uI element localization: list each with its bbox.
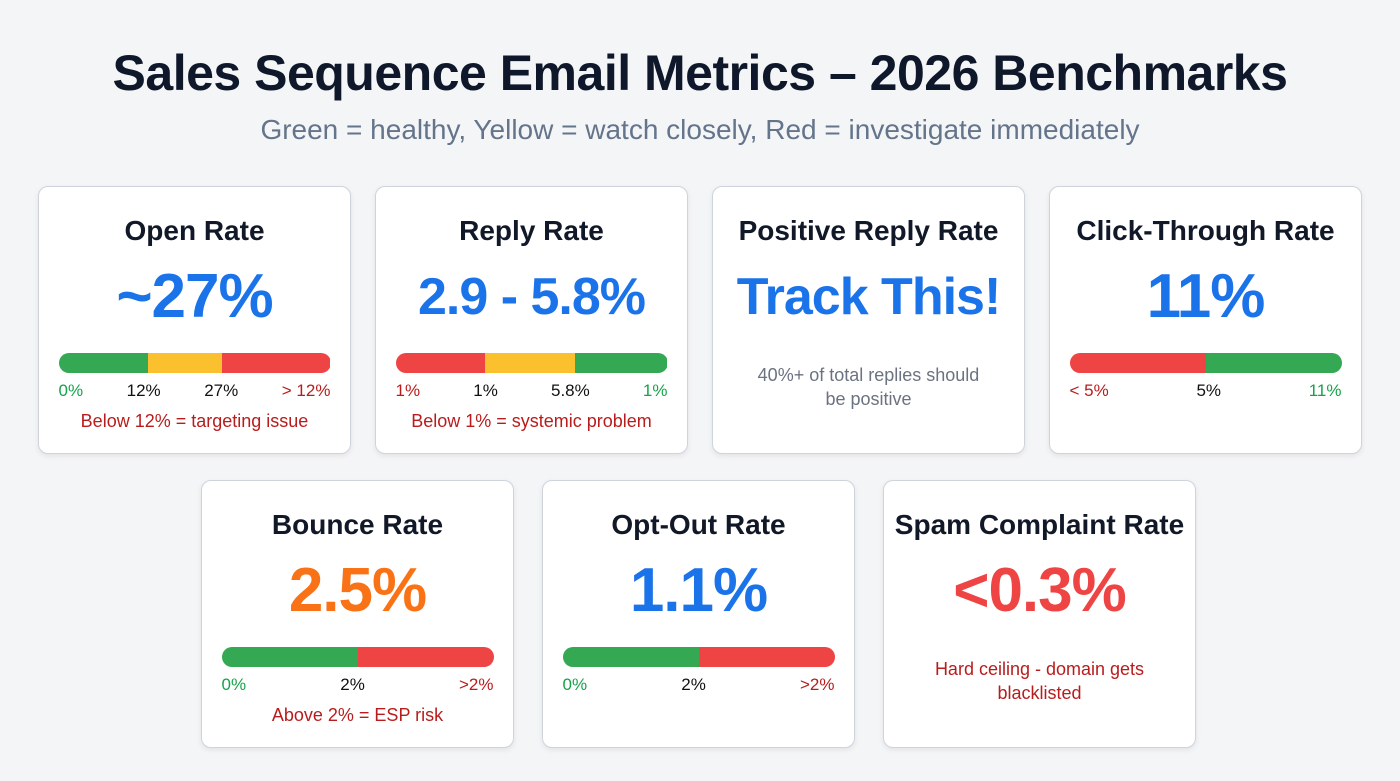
metric-value: <0.3% [953,556,1127,625]
benchmark-bar [562,647,835,667]
bounce-rate-card: Bounce Rate 2.5% 0% 2% >2% Above 2% = ESP ri… [201,480,514,748]
bar-segment-green [58,353,149,373]
bar-segment-green [221,647,358,667]
card-note: Below 12% = targeting issue [80,411,309,431]
bar-segment-red [698,647,835,667]
bar-labels: < 5% 5% 11% [1070,381,1342,401]
card-description: 40%+ of total replies should be positive [757,365,980,409]
bar-labels: 1% 1% 5.8% 1% [396,381,668,401]
bar-label: 1% [473,381,498,400]
bar-label: 5% [1196,381,1222,400]
bar-segment-red [395,353,486,373]
bar-label: 0% [58,381,84,400]
bar-segment-red [1069,353,1206,373]
metric-value: 2.5% [288,556,427,625]
card-title: Positive Reply Rate [738,215,999,246]
metric-value: Track This! [736,268,1002,326]
bar-labels: 0% 2% >2% [563,675,835,695]
bar-label: 5.8% [551,381,590,400]
bar-segment-yellow [485,353,575,373]
benchmark-bar [395,353,668,373]
bar-segment-green [1205,353,1342,373]
bar-label: 1% [395,381,421,400]
bar-label: > 12% [281,381,331,400]
benchmark-bar [1069,353,1342,373]
bar-segment-red [357,647,494,667]
card-title: Open Rate [124,215,265,246]
card-title: Opt-Out Rate [611,509,786,540]
bar-label: 0% [221,675,247,694]
bar-label: 12% [126,381,161,400]
card-title: Bounce Rate [271,509,444,540]
bar-segment-green [562,647,699,667]
bar-label: 0% [562,675,588,694]
card-note: Below 1% = systemic problem [411,411,652,431]
open-rate-card: Open Rate ~27% 0% 12% 27% > 12% Below 12% = t… [38,186,351,454]
card-title: Spam Complaint Rate [894,509,1185,540]
metric-value: 11% [1146,262,1266,331]
positive-reply-rate-card: Positive Reply Rate Track This! 40%+ of t… [712,186,1025,454]
bar-label: < 5% [1069,381,1109,400]
bar-label: 27% [204,381,239,400]
page-title: Sales Sequence Email Metrics – 2026 Benc… [112,45,1288,101]
bar-labels: 0% 2% >2% [222,675,494,695]
click-through-rate-card: Click-Through Rate 11% < 5% 5% 11% [1049,186,1362,454]
bar-label: 1% [642,381,668,400]
benchmark-bar [58,353,331,373]
metric-value: 2.9 - 5.8% [417,268,646,326]
card-title: Click-Through Rate [1076,215,1335,246]
bar-label: >2% [800,675,835,694]
bar-label: 11% [1308,381,1342,400]
card-note: Above 2% = ESP risk [271,705,444,725]
card-title: Reply Rate [459,215,604,246]
benchmark-bar [221,647,494,667]
bar-segment-red [221,353,331,373]
bar-label: 2% [681,675,706,694]
metric-value: 1.1% [629,556,768,625]
card-note: Hard ceiling - domain gets blacklisted [934,659,1145,703]
bar-label: >2% [459,675,494,694]
bar-segment-yellow [148,353,222,373]
reply-rate-card: Reply Rate 2.9 - 5.8% 1% 1% 5.8% 1% Below 1% … [375,186,688,454]
spam-complaint-rate-card: Spam Complaint Rate <0.3% Hard ceiling - … [883,480,1196,748]
opt-out-rate-card: Opt-Out Rate 1.1% 0% 2% >2% [542,480,855,748]
bar-labels: 0% 12% 27% > 12% [59,381,331,401]
page-subtitle: Green = healthy, Yellow = watch closely,… [260,114,1140,145]
bar-label: 2% [340,675,365,694]
bar-segment-green [575,353,668,373]
metric-value: ~27% [116,262,273,331]
